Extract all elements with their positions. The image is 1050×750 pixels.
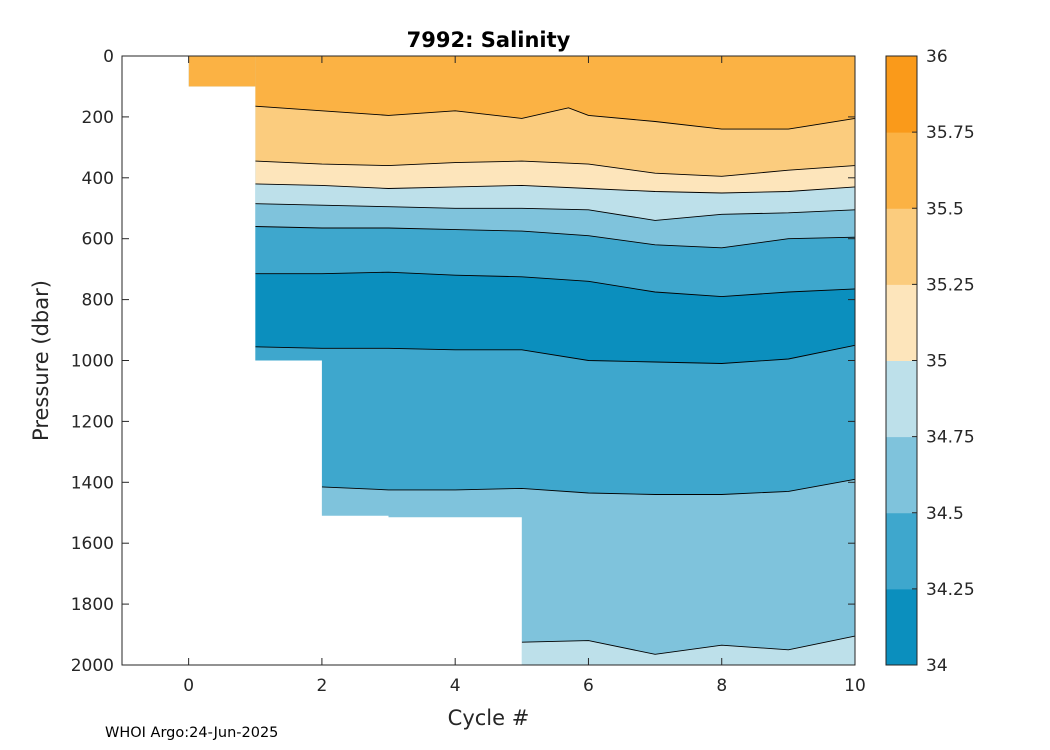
y-tick-label: 1400	[71, 473, 114, 493]
colorbar: 34 34.25 34.5 34.75 35 35.25 35.5 35.75 36	[885, 47, 975, 676]
contour-35.5	[255, 105, 856, 130]
colorbar-swatch	[886, 512, 917, 590]
y-tick-label: 1600	[71, 534, 114, 554]
x-tick-label: 0	[183, 676, 194, 696]
colorbar-tick-label: 35.5	[926, 199, 964, 219]
y-tick-label: 200	[82, 108, 114, 128]
contour-35.25	[255, 160, 856, 177]
y-tick-label: 1200	[71, 412, 114, 432]
colorbar-tick-label: 34.75	[926, 428, 975, 448]
colorbar-tick-label: 34.25	[926, 580, 975, 600]
contour-34.75	[521, 635, 856, 655]
colorbar-tick-label: 35	[926, 352, 948, 372]
x-tick-label: 8	[716, 676, 727, 696]
x-tick-label: 4	[450, 676, 461, 696]
x-axis-ticks: 0 2 4 6 8 10	[183, 56, 866, 696]
x-tick-label: 6	[583, 676, 594, 696]
y-tick-label: 800	[82, 291, 114, 311]
y-tick-label: 1000	[71, 352, 114, 372]
colorbar-tick-label: 35.25	[926, 275, 975, 295]
colorbar-swatch	[886, 284, 917, 361]
colorbar-tick-label: 34	[926, 656, 948, 676]
band-35.5-35.75	[255, 56, 856, 130]
contour-34.25	[255, 344, 856, 364]
colorbar-swatch	[886, 208, 917, 285]
y-tick-label: 2000	[71, 656, 114, 676]
contour-34.25	[255, 271, 856, 298]
chart-title: 7992: Salinity	[407, 28, 571, 52]
y-axis-ticks: 0 200 400 600 800 1000 1200 1400 1600 1800 2000	[71, 47, 855, 676]
contour-34.75	[255, 203, 856, 221]
y-tick-label: 600	[82, 230, 114, 250]
x-axis-label: Cycle #	[448, 706, 530, 730]
credit-text: WHOI Argo:24-Jun-2025	[105, 725, 279, 741]
y-tick-label: 400	[82, 169, 114, 189]
band-34.75-35-deep	[521, 636, 855, 665]
colorbar-swatch	[886, 132, 917, 209]
no-data-region	[122, 56, 855, 665]
x-tick-label: 2	[316, 676, 327, 696]
y-tick-label: 1800	[71, 595, 114, 615]
colorbar-tick-label: 36	[926, 47, 948, 67]
contour-34.5	[321, 478, 856, 495]
contour-lines	[255, 105, 856, 655]
colorbar-tick-label: 35.75	[926, 123, 975, 143]
colorbar-swatch	[886, 56, 917, 133]
band-35.5-35.75-cycle0	[188, 56, 256, 87]
contour-34.5	[255, 226, 856, 249]
colorbar-swatch	[886, 360, 917, 438]
colorbar-tick-label: 34.5	[926, 504, 964, 524]
y-axis-label: Pressure (dbar)	[29, 280, 53, 441]
y-tick-label: 0	[103, 47, 114, 67]
colorbar-swatch	[886, 436, 917, 514]
contour-35	[255, 183, 856, 194]
x-tick-label: 10	[844, 676, 866, 696]
colorbar-swatch	[886, 588, 917, 666]
